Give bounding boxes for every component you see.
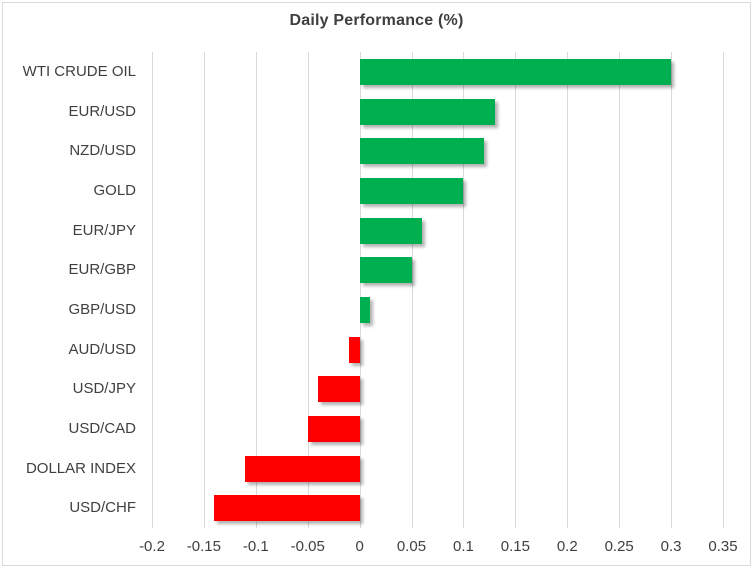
bar-gold: [359, 177, 464, 204]
gridline: [671, 52, 673, 528]
bar-usd-cad: [307, 415, 360, 442]
category-label: GOLD: [93, 182, 136, 199]
bar-eur-gbp: [359, 257, 412, 284]
gridline: [723, 52, 724, 528]
category-label: AUD/USD: [68, 340, 136, 358]
x-tick-label: 0.2: [556, 538, 578, 555]
gridline: [359, 52, 361, 528]
gridline: [463, 52, 465, 528]
chart-title: Daily Performance (%): [289, 12, 464, 29]
category-label: EUR/USD: [68, 102, 136, 120]
gridline: [411, 52, 413, 528]
category-label: WTI CRUDE OIL: [22, 63, 136, 80]
x-tick-label: 0.3: [660, 538, 682, 555]
category-label: USD/CHF: [69, 499, 136, 517]
x-tick-label: -0.2: [139, 538, 165, 555]
bar-usd-chf: [214, 495, 360, 522]
bar-wti-crude-oil: [359, 58, 672, 85]
x-tick-label: 0.15: [500, 538, 530, 555]
x-tick-label: 0.25: [604, 538, 634, 555]
category-label: EUR/GBP: [68, 261, 136, 279]
category-label: NZD/USD: [69, 142, 136, 160]
category-label: EUR/JPY: [72, 221, 136, 239]
bar-dollar-index: [245, 455, 360, 482]
category-label: GBP/USD: [68, 301, 136, 318]
x-tick-label: -0.05: [290, 538, 325, 555]
gridline: [203, 52, 205, 528]
bar-gbp-usd: [359, 296, 370, 323]
x-tick-label: -0.1: [242, 538, 269, 555]
x-tick-label: 0: [355, 538, 364, 555]
category-label: DOLLAR INDEX: [25, 459, 136, 477]
category-label: USD/CAD: [68, 420, 136, 437]
value-axis: -0.2 -0.15 -0.1 -0.05 0 0.05 0.1 0.15 0.2 0.25 0.3…: [139, 538, 738, 560]
x-tick-label: 0.1: [453, 538, 474, 555]
category-label: USD/JPY: [72, 380, 136, 398]
x-tick-label: 0.35: [708, 538, 738, 555]
gridline: [619, 52, 621, 528]
gridline: [152, 52, 153, 528]
gridline: [255, 52, 257, 528]
bar-eur-usd: [359, 98, 495, 125]
x-tick-label: 0.05: [396, 538, 427, 555]
gridline: [307, 52, 309, 528]
plot-area: [152, 52, 724, 528]
bar-eur-jpy: [359, 217, 422, 244]
bar-nzd-usd: [359, 138, 485, 165]
bar-usd-jpy: [318, 376, 360, 403]
category-axis: WTI CRUDE OIL EUR/USD NZD/USD GOLD EUR/JPY EU…: [0, 52, 136, 528]
gridline: [515, 52, 517, 528]
gridline: [567, 52, 569, 528]
x-tick-label: -0.15: [186, 538, 221, 555]
bar-aud-usd: [349, 336, 360, 363]
